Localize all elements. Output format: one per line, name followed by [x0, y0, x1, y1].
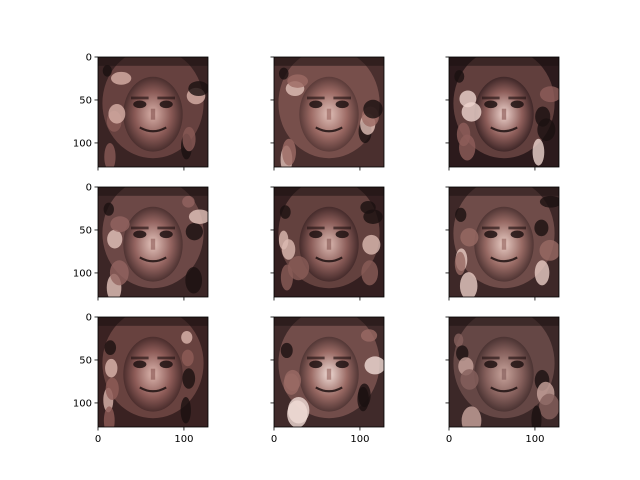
panel-r1c3 — [445, 56, 560, 171]
panel-r2c1: 0 50 100 — [73, 183, 209, 301]
x-tick-label: 0 — [446, 434, 452, 445]
face-image — [98, 57, 208, 167]
axes-frame — [448, 56, 560, 168]
axes-frame — [448, 186, 560, 298]
panel-r2c3 — [445, 186, 560, 301]
axes-frame — [273, 186, 385, 298]
x-tick-label: 0 — [95, 434, 101, 445]
x-tick-label: 100 — [525, 434, 544, 445]
face-image — [274, 57, 384, 167]
face-image — [274, 317, 384, 427]
face-image — [98, 317, 208, 427]
y-tick-label: 50 — [79, 355, 92, 366]
x-tick-label: 100 — [174, 434, 193, 445]
axes-frame — [273, 56, 385, 168]
axes-frame — [448, 316, 560, 428]
axes-frame — [97, 316, 209, 428]
x-tick-label: 100 — [350, 434, 369, 445]
y-tick-label: 0 — [86, 183, 92, 194]
y-tick-label: 100 — [73, 398, 92, 409]
axes-frame — [273, 316, 385, 428]
panel-r1c1: 0 50 100 — [73, 53, 209, 171]
panel-r3c2: 0 100 — [270, 316, 385, 445]
panel-r3c3: 0 100 — [445, 316, 560, 445]
y-tick-label: 100 — [73, 138, 92, 149]
face-image — [449, 187, 559, 297]
face-image — [98, 187, 208, 297]
face-image — [274, 187, 384, 297]
face-image — [449, 57, 559, 167]
face-image — [449, 317, 559, 427]
y-tick-label: 50 — [79, 225, 92, 236]
y-tick-label: 100 — [73, 268, 92, 279]
panel-r1c2 — [270, 56, 385, 171]
axes-frame — [97, 186, 209, 298]
y-tick-label: 50 — [79, 95, 92, 106]
panel-r2c2 — [270, 186, 385, 301]
panel-r3c1: 0 50 100 0 100 — [73, 313, 209, 445]
panel-grid: 0 50 100 0 50 100 0 50 100 0 100 0 100 0 100 — [73, 53, 560, 445]
y-tick-label: 0 — [86, 53, 92, 64]
x-tick-label: 0 — [271, 434, 277, 445]
axes-frame — [97, 56, 209, 168]
y-tick-label: 0 — [86, 313, 92, 324]
